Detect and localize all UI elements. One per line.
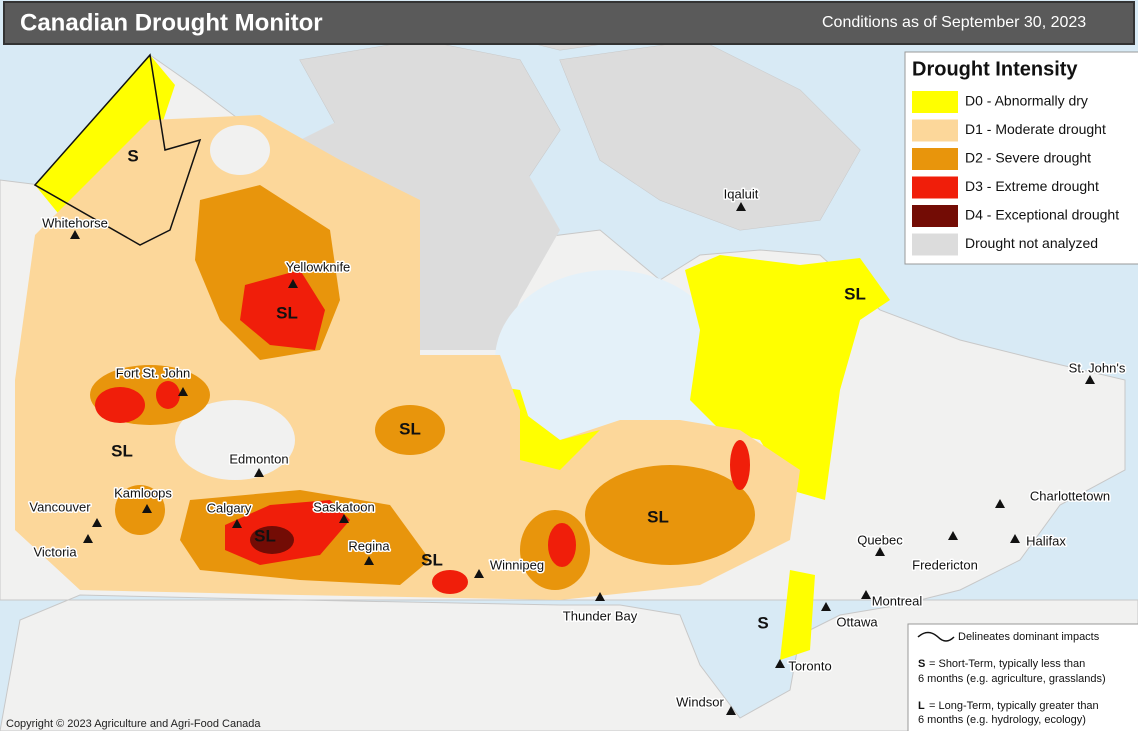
city-label: Calgary [207, 500, 252, 515]
city-label: Regina [348, 538, 390, 553]
city-marker [726, 706, 736, 715]
legend-items: D0 - Abnormally dry D1 - Moderate drought… [912, 91, 1119, 256]
city-marker [288, 279, 298, 288]
city-label: Toronto [788, 658, 831, 673]
note: = Short-Term, typically less than [929, 658, 1085, 670]
region-label: SL [647, 507, 669, 526]
city-marker [474, 569, 484, 578]
no-drought-area [175, 400, 295, 480]
city-label: Quebec [857, 532, 903, 547]
not-analyzed-islands [300, 10, 860, 230]
city-label: Winnipeg [490, 557, 544, 572]
legend-label: D4 - Exceptional drought [965, 207, 1119, 223]
note: 6 months (e.g. hydrology, ecology) [918, 714, 1086, 726]
city-marker [875, 547, 885, 556]
legend-swatch [912, 233, 958, 256]
legend-label: Drought not analyzed [965, 235, 1098, 251]
city-label: Ottawa [836, 614, 878, 629]
city-label: Saskatoon [313, 499, 374, 514]
city-label: Kamloops [114, 485, 172, 500]
city-label: Vancouver [29, 499, 91, 514]
city-label: Yellowknife [286, 259, 351, 274]
legend-swatch [912, 119, 958, 142]
impact-line [33, 53, 202, 246]
city-label: Montreal [872, 593, 923, 608]
city-label: St. John's [1069, 360, 1126, 375]
legend-swatch [912, 176, 958, 199]
city-label: Fort St. John [116, 365, 190, 380]
city-label: Fredericton [912, 557, 978, 572]
city-marker [995, 499, 1005, 508]
city-marker [232, 519, 242, 528]
header-bar [3, 1, 1135, 45]
legend-swatch [912, 91, 958, 113]
city-label: Whitehorse [42, 215, 108, 230]
region-label: S [757, 613, 768, 632]
region-label: SL [111, 441, 133, 460]
city-marker [254, 468, 264, 477]
line-symbol [917, 631, 955, 642]
city-marker [70, 230, 80, 239]
city-marker [364, 556, 374, 565]
title: Canadian Drought Monitor [20, 9, 323, 36]
region-labels: S SL SL SL SL SL SL SL S [111, 146, 866, 632]
city-marker [339, 514, 349, 523]
city-marker [142, 504, 152, 513]
city-marker [861, 590, 871, 599]
city-marker [821, 602, 831, 611]
city-marker [1010, 534, 1020, 543]
copyright: Copyright © 2023 Agriculture and Agri-Fo… [6, 718, 261, 730]
city-label: Iqaluit [724, 186, 759, 201]
region-label: S [127, 146, 138, 165]
legend-swatch [912, 205, 958, 227]
hudson-bay [495, 270, 725, 450]
d4-area [250, 526, 294, 554]
city-marker [775, 659, 785, 668]
note-key: S [918, 658, 925, 670]
region-label: SL [399, 419, 421, 438]
date: Conditions as of September 30, 2023 [822, 14, 1086, 31]
city-marker [1085, 375, 1095, 384]
city-marker [948, 531, 958, 540]
city-label: Windsor [676, 694, 724, 709]
d0-area [520, 410, 600, 470]
legend-label: D2 - Severe drought [965, 150, 1091, 166]
city-label: Thunder Bay [563, 608, 638, 623]
city-label: Halifax [1026, 533, 1066, 548]
city-marker [83, 534, 93, 543]
legend-label: D1 - Moderate drought [965, 121, 1106, 137]
region-label: SL [421, 550, 443, 569]
region-label: SL [844, 284, 866, 303]
legend-swatch [912, 148, 958, 170]
city-marker [92, 518, 102, 527]
no-drought-area [210, 125, 270, 175]
legend-label: D0 - Abnormally dry [965, 93, 1088, 109]
legend-label: D3 - Extreme drought [965, 178, 1099, 194]
note: = Long-Term, typically greater than [929, 700, 1099, 712]
note: 6 months (e.g. agriculture, grasslands) [918, 673, 1106, 685]
notes-box [907, 623, 1138, 735]
city-label: Charlottetown [1030, 488, 1110, 503]
note-key: L [918, 700, 925, 712]
city-marker [736, 202, 746, 211]
city-label: Victoria [33, 544, 77, 559]
note: Delineates dominant impacts [958, 631, 1100, 643]
city-label: Edmonton [229, 451, 288, 466]
cities: Whitehorse Yellowknife Iqaluit Fort St. Joh… [28, 185, 1127, 715]
region-label: SL [276, 303, 298, 322]
legend-title: Drought Intensity [912, 58, 1078, 80]
city-marker [595, 592, 605, 601]
city-marker [178, 387, 188, 396]
region-label: SL [254, 526, 276, 545]
